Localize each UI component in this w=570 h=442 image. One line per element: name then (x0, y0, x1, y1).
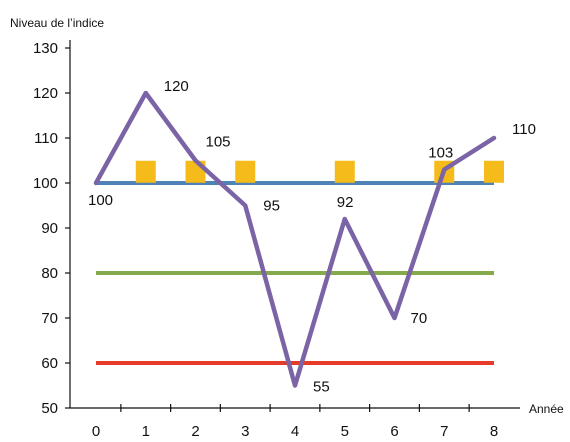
y-tick-label-90: 90 (41, 220, 58, 237)
y-tick-label-100: 100 (33, 175, 58, 192)
y-tick-label-60: 60 (41, 355, 58, 372)
data-label-5: 92 (337, 194, 354, 211)
y-tick-label-120: 120 (33, 85, 58, 102)
data-labels: 100 120 105 95 55 92 70 103 110 (88, 78, 536, 396)
x-tick-label-2: 2 (191, 423, 199, 440)
data-label-7: 103 (428, 145, 453, 162)
x-tick-label-1: 1 (142, 423, 150, 440)
y-tick-label-130: 130 (33, 40, 58, 57)
marker-square-1 (135, 160, 156, 183)
data-label-1: 120 (164, 78, 189, 95)
y-tick-label-70: 70 (41, 310, 58, 327)
x-tick-label-0: 0 (92, 423, 100, 440)
data-label-6: 70 (411, 310, 428, 327)
x-tick-label-8: 8 (490, 423, 498, 440)
x-tick-label-4: 4 (291, 423, 299, 440)
data-label-4: 55 (313, 379, 330, 396)
y-tick-label-110: 110 (34, 130, 58, 147)
axes: 50 60 70 80 90 100 110 120 130 0 1 2 3 4 5 6 7 8 (33, 40, 520, 440)
x-axis-label: Année (529, 402, 564, 416)
marker-square-3 (235, 160, 256, 183)
y-tick-label-50: 50 (41, 400, 58, 417)
index-series (93, 90, 497, 388)
marker-square-5 (334, 160, 355, 183)
x-tick-label-5: 5 (341, 423, 349, 440)
x-tick-label-3: 3 (241, 423, 249, 440)
reference-lines (96, 181, 494, 365)
marker-square-8 (484, 160, 504, 183)
y-tick-label-80: 80 (41, 265, 58, 282)
data-label-0: 100 (88, 192, 113, 209)
data-label-3: 95 (263, 198, 280, 215)
data-label-8: 110 (512, 121, 536, 138)
y-axis-label: Niveau de l’indice (10, 16, 104, 30)
x-tick-label-6: 6 (390, 423, 398, 440)
data-label-2: 105 (206, 134, 231, 151)
series-line (93, 90, 497, 388)
x-tick-label-7: 7 (440, 423, 448, 440)
